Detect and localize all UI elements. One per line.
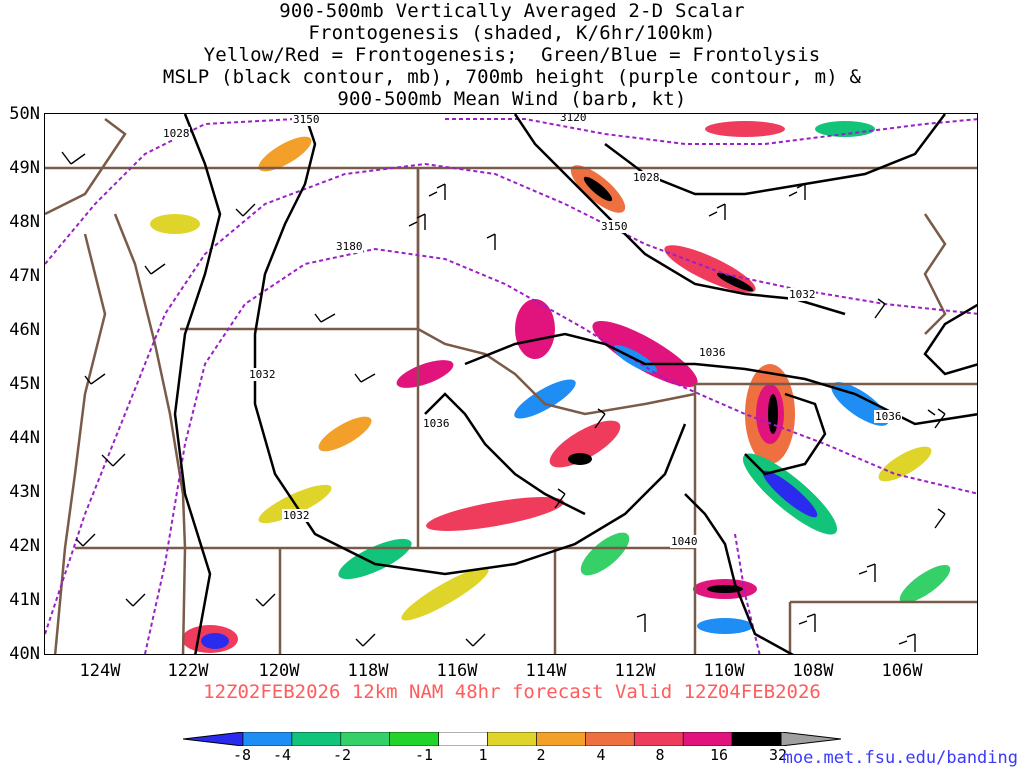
colorbar-segment — [633, 732, 684, 746]
colorbar-label-32: 32 — [768, 746, 788, 764]
colorbar-label-1: 1 — [478, 746, 488, 764]
mslp-label-1040: 1040 — [671, 535, 698, 548]
lat-label-45n: 45N — [9, 374, 40, 394]
colorbar-segment — [487, 732, 537, 746]
height-contours-700mb — [45, 118, 977, 654]
colorbar-label-2: 2 — [536, 746, 546, 764]
lat-label-50n: 50N — [9, 104, 40, 124]
height-label-3120: 3120 — [560, 114, 587, 124]
lon-label-120w: 120W — [258, 661, 300, 681]
height-label-3150-a: 3150 — [293, 114, 320, 126]
title-line-4: MSLP (black contour, mb), 700mb height (… — [162, 66, 862, 88]
colorbar-label-4: 4 — [596, 746, 606, 764]
colorbar-segment — [389, 732, 439, 746]
mslp-label-1028-a: 1028 — [163, 127, 190, 140]
wind-barbs — [61, 151, 946, 652]
height-label-3180: 3180 — [336, 240, 363, 253]
mslp-label-1032-c: 1032 — [789, 288, 816, 301]
lat-label-44n: 44N — [9, 428, 40, 448]
colorbar-segment-highest — [780, 732, 841, 746]
lat-label-42n: 42N — [9, 536, 40, 556]
lon-label-114w: 114W — [525, 661, 567, 681]
height-label-3150-b: 3150 — [601, 220, 628, 233]
lon-label-112w: 112W — [614, 661, 656, 681]
mslp-label-1032-b: 1032 — [283, 509, 310, 522]
colorbar-segment — [585, 732, 635, 746]
lon-label-122w: 122W — [167, 661, 209, 681]
lat-label-46n: 46N — [9, 320, 40, 340]
lat-label-48n: 48N — [9, 212, 40, 232]
title-line-2: Frontogenesis (shaded, K/6hr/100km) — [308, 22, 716, 44]
colorbar-label-neg4: -4 — [272, 746, 292, 764]
lon-label-124w: 124W — [79, 661, 121, 681]
lat-label-43n: 43N — [9, 482, 40, 502]
colorbar-segment — [682, 732, 733, 746]
colorbar-segment — [242, 732, 293, 746]
colorbar-segment — [340, 732, 391, 746]
lat-label-41n: 41N — [9, 590, 40, 610]
colorbar-label-neg8: -8 — [232, 746, 252, 764]
colorbar-label-8: 8 — [655, 746, 665, 764]
lon-label-108w: 108W — [792, 661, 834, 681]
colorbar-segment — [438, 732, 488, 746]
mslp-label-1032-a: 1032 — [249, 368, 276, 381]
title-line-5: 900-500mb Mean Wind (barb, kt) — [337, 88, 687, 110]
colorbar-segment — [536, 732, 586, 746]
site-url-link[interactable]: moe.met.fsu.edu/banding — [782, 748, 1018, 768]
lon-label-116w: 116W — [436, 661, 478, 681]
mslp-label-1036-a: 1036 — [699, 346, 726, 359]
contour-labels: 1028 1028 1032 1032 1036 1036 1036 1032 … — [162, 114, 902, 548]
mslp-label-1036-c: 1036 — [875, 410, 902, 423]
lon-label-118w: 118W — [347, 661, 389, 681]
lat-label-49n: 49N — [9, 158, 40, 178]
lat-label-40n: 40N — [9, 644, 40, 664]
map-title: 900-500mb Vertically Averaged 2-D Scalar… — [0, 0, 1024, 110]
map-panel: 1028 1028 1032 1032 1036 1036 1036 1032 … — [44, 113, 978, 655]
colorbar-segment-lowest — [183, 732, 244, 746]
valid-time-line: 12Z02FEB2026 12km NAM 48hr forecast Vali… — [203, 681, 821, 703]
title-line-1: 900-500mb Vertically Averaged 2-D Scalar — [279, 0, 745, 22]
colorbar — [183, 732, 841, 746]
colorbar-segment — [291, 732, 342, 746]
colorbar-label-neg2: -2 — [332, 746, 352, 764]
lon-label-106w: 106W — [881, 661, 923, 681]
mslp-label-1028-b: 1028 — [633, 171, 660, 184]
lon-label-110w: 110W — [703, 661, 745, 681]
title-line-3: Yellow/Red = Frontogenesis; Green/Blue =… — [203, 44, 821, 66]
mslp-label-1036-b: 1036 — [423, 417, 450, 430]
map-canvas: 1028 1028 1032 1032 1036 1036 1036 1032 … — [45, 114, 977, 654]
colorbar-label-16: 16 — [709, 746, 729, 764]
mslp-contours — [173, 114, 977, 654]
colorbar-segment — [731, 732, 782, 746]
colorbar-label-neg1: -1 — [414, 746, 434, 764]
lat-label-47n: 47N — [9, 266, 40, 286]
